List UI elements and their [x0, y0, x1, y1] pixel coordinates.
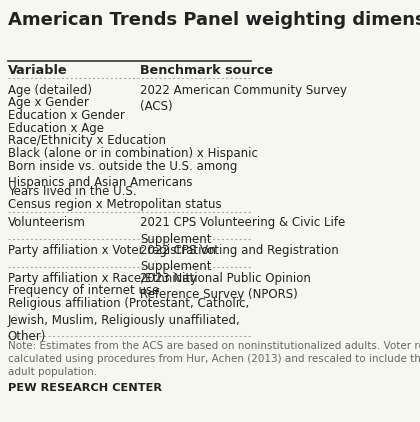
Text: Party affiliation x Voter registration: Party affiliation x Voter registration [8, 244, 216, 257]
Text: Census region x Metropolitan status: Census region x Metropolitan status [8, 198, 221, 211]
Text: 2022 CPS Voting and Registration
Supplement: 2022 CPS Voting and Registration Supplem… [140, 244, 339, 273]
Text: American Trends Panel weighting dimensions: American Trends Panel weighting dimensio… [8, 11, 420, 29]
Text: Education x Age: Education x Age [8, 122, 104, 135]
Text: Black (alone or in combination) x Hispanic: Black (alone or in combination) x Hispan… [8, 147, 257, 160]
Text: 2022 American Community Survey
(ACS): 2022 American Community Survey (ACS) [140, 84, 347, 113]
Text: Born inside vs. outside the U.S. among
Hispanics and Asian Americans: Born inside vs. outside the U.S. among H… [8, 160, 237, 189]
Text: Race/Ethnicity x Education: Race/Ethnicity x Education [8, 135, 166, 147]
Text: 2023 National Public Opinion
Reference Survey (NPORS): 2023 National Public Opinion Reference S… [140, 272, 311, 301]
Text: Party affiliation x Race/Ethnicity: Party affiliation x Race/Ethnicity [8, 272, 197, 285]
Text: Benchmark source: Benchmark source [140, 64, 273, 77]
Text: Frequency of internet use: Frequency of internet use [8, 284, 159, 298]
Text: Religious affiliation (Protestant, Catholic,
Jewish, Muslim, Religiously unaffil: Religious affiliation (Protestant, Catho… [8, 297, 249, 343]
Text: Note: Estimates from the ACS are based on noninstitutionalized adults. Voter reg: Note: Estimates from the ACS are based o… [8, 341, 420, 377]
Text: 2021 CPS Volunteering & Civic Life
Supplement: 2021 CPS Volunteering & Civic Life Suppl… [140, 216, 345, 246]
Text: Education x Gender: Education x Gender [8, 109, 125, 122]
Text: PEW RESEARCH CENTER: PEW RESEARCH CENTER [8, 383, 162, 393]
Text: Variable: Variable [8, 64, 67, 77]
Text: Volunteerism: Volunteerism [8, 216, 86, 229]
Text: Years lived in the U.S.: Years lived in the U.S. [8, 185, 136, 198]
Text: Age (detailed): Age (detailed) [8, 84, 92, 97]
Text: Age x Gender: Age x Gender [8, 97, 89, 109]
